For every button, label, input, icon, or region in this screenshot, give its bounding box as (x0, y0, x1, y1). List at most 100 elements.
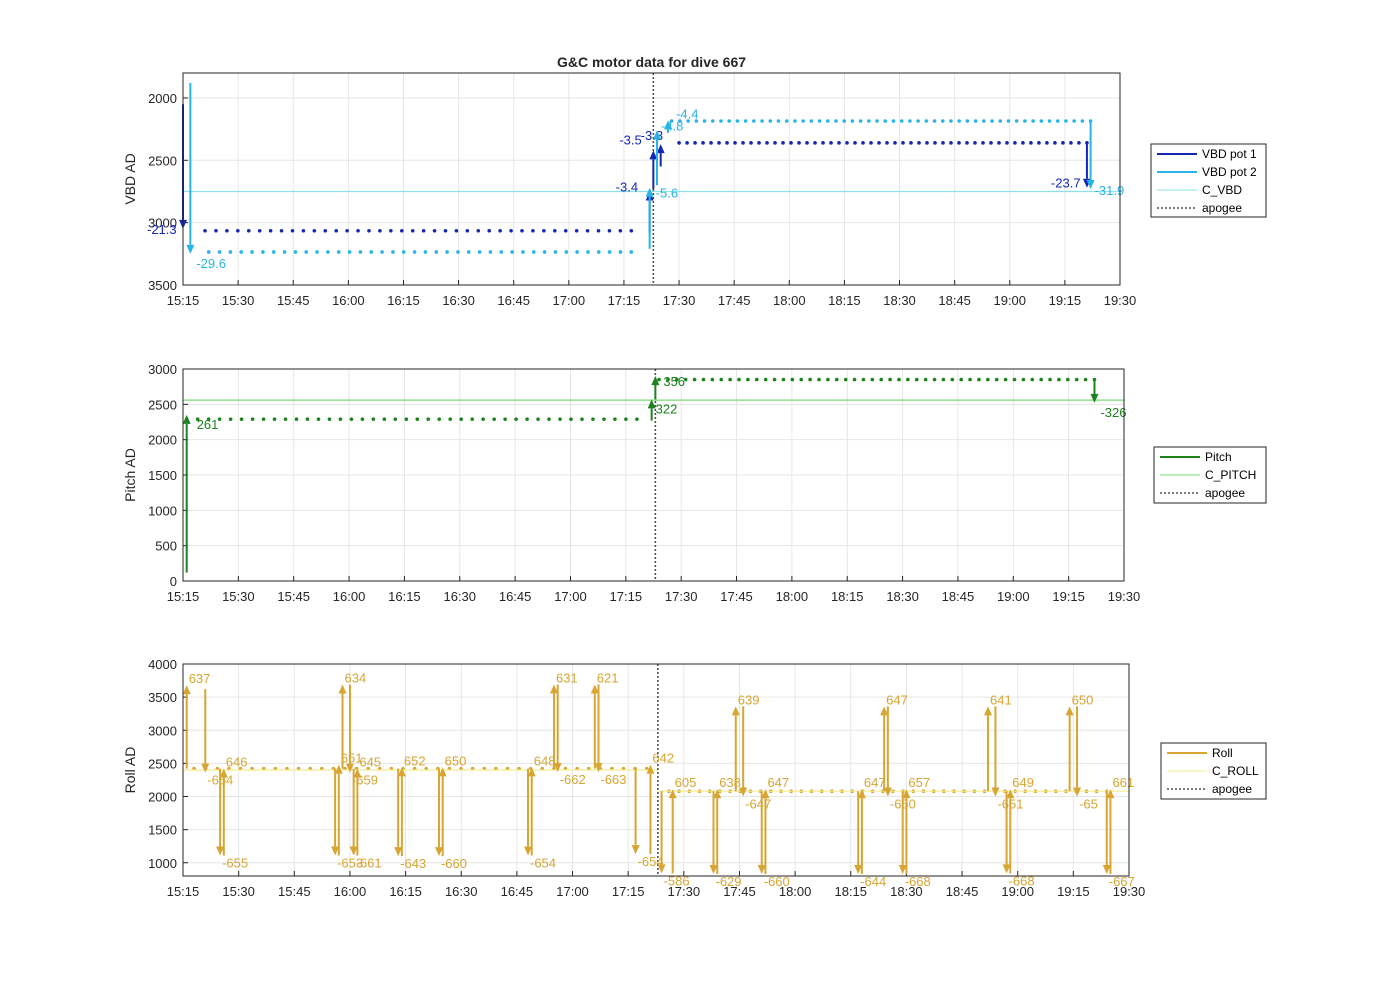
data-point (869, 141, 873, 145)
data-point (677, 141, 681, 145)
data-point (701, 141, 705, 145)
y-tick-label: 2500 (148, 397, 177, 412)
data-point (797, 141, 801, 145)
arrow-head (182, 685, 191, 695)
data-point (1077, 141, 1081, 145)
x-tick-label: 15:15 (167, 589, 200, 604)
data-point (793, 119, 797, 123)
arrow-label: 605 (675, 775, 697, 790)
data-point (790, 377, 795, 382)
y-tick-label: 0 (170, 574, 177, 589)
data-point (772, 377, 777, 382)
x-tick-label: 15:45 (278, 884, 311, 899)
data-point (225, 228, 229, 233)
arrow-label: -663 (600, 772, 626, 787)
data-point (304, 250, 309, 254)
axes-frame (182, 368, 1125, 582)
x-tick-label: 17:30 (668, 884, 701, 899)
x-tick-label: 16:00 (333, 589, 366, 604)
data-point (781, 141, 785, 145)
arrow-label: 647 (767, 775, 789, 790)
data-point (885, 141, 889, 145)
data-point (825, 119, 830, 123)
arrow-label: 648 (534, 753, 556, 768)
data-point (845, 141, 849, 145)
arrow-label: -662 (560, 772, 586, 787)
data-point (326, 250, 330, 254)
data-point (380, 250, 384, 254)
x-tick-label: 15:30 (222, 589, 255, 604)
arrow-label: -4.8 (661, 118, 683, 133)
data-point (809, 119, 814, 123)
x-tick-label: 17:30 (665, 589, 698, 604)
data-point (709, 141, 713, 145)
data-point (602, 417, 606, 421)
x-tick-label: 18:15 (831, 589, 864, 604)
legend-label: C_VBD (1202, 183, 1242, 197)
arrow-label: -668 (1009, 873, 1035, 888)
data-point (784, 119, 789, 123)
arrow-head (709, 865, 718, 875)
arrow-label: 657 (908, 775, 930, 790)
data-point (669, 119, 674, 123)
data-point (1047, 119, 1052, 123)
arrow-head (854, 865, 863, 875)
data-point (870, 377, 875, 382)
data-point (250, 250, 254, 254)
data-point (1031, 119, 1035, 123)
arrow-label: -23.7 (1051, 176, 1081, 191)
data-point (445, 250, 449, 254)
data-point (760, 119, 764, 123)
data-point (768, 119, 773, 123)
x-tick-label: 16:30 (442, 293, 475, 308)
arrow-label: 650 (445, 753, 467, 768)
data-point (733, 141, 737, 145)
data-point (250, 417, 255, 421)
data-point (203, 228, 207, 233)
data-point (542, 250, 547, 254)
x-tick-label: 16:15 (387, 293, 420, 308)
data-point (268, 228, 273, 233)
arrow-label: -643 (400, 856, 426, 871)
data-point (746, 377, 750, 382)
arrow-head (1086, 179, 1095, 189)
data-point (536, 417, 540, 421)
data-point (415, 417, 420, 421)
data-point (909, 141, 913, 145)
data-point (261, 417, 266, 421)
chart-panel-1: 15:15 15:30 15:45 16:00 16:15 16:30 16:45 17:00… (122, 54, 1267, 308)
arrow-label: -668 (905, 874, 931, 889)
data-point (305, 417, 310, 421)
y-axis-label: Pitch AD (122, 448, 138, 502)
data-point (741, 141, 745, 145)
data-point (752, 119, 756, 123)
x-tick-label: 16:45 (501, 884, 534, 899)
data-point (725, 141, 729, 145)
data-point (693, 141, 697, 145)
axes-frame (182, 72, 1121, 286)
data-point (488, 250, 493, 254)
legend-label: Roll (1212, 746, 1233, 760)
data-point (683, 377, 688, 382)
data-point (719, 119, 723, 123)
data-point (1083, 377, 1088, 382)
data-point (957, 119, 961, 123)
x-tick-label: 17:00 (554, 589, 587, 604)
arrow-label: -65 (1079, 797, 1098, 812)
data-point (585, 228, 590, 233)
data-point (421, 228, 426, 233)
arrow-label: -654 (638, 854, 664, 869)
data-point (1030, 377, 1035, 382)
legend-label: apogee (1205, 486, 1245, 500)
data-point (509, 228, 513, 233)
data-point (228, 417, 233, 421)
x-tick-label: 19:15 (1052, 589, 1085, 604)
data-point (369, 250, 374, 254)
arrow-label: -326 (1100, 405, 1126, 420)
arrow-label: -629 (716, 874, 742, 889)
data-point (933, 141, 937, 145)
data-point (492, 417, 496, 421)
legend-label: VBD pot 1 (1202, 147, 1257, 161)
y-tick-label: 2000 (148, 433, 177, 448)
plot-area (183, 73, 1120, 285)
